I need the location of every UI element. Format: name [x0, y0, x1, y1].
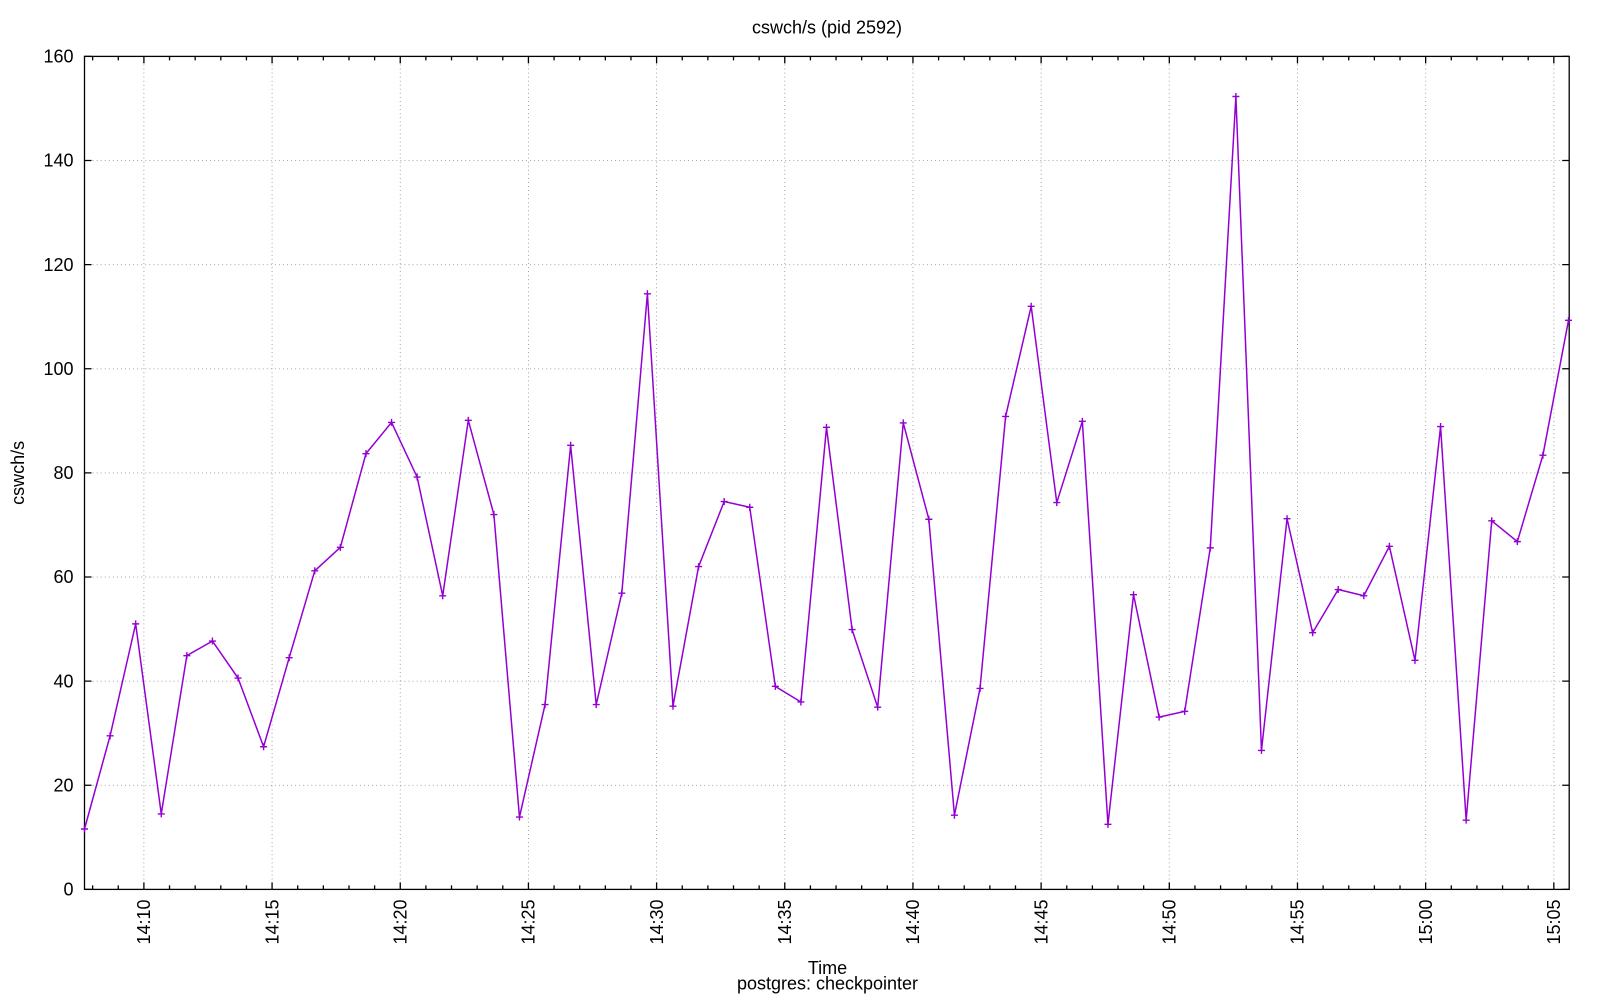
svg-text:160: 160 — [43, 47, 73, 67]
svg-text:Time: Time — [808, 958, 847, 978]
svg-text:14:10: 14:10 — [134, 900, 154, 945]
svg-text:60: 60 — [53, 567, 73, 587]
svg-text:14:20: 14:20 — [390, 900, 410, 945]
svg-text:14:35: 14:35 — [775, 900, 795, 945]
svg-text:14:15: 14:15 — [262, 900, 282, 945]
svg-text:14:40: 14:40 — [903, 900, 923, 945]
svg-text:120: 120 — [43, 255, 73, 275]
svg-text:80: 80 — [53, 463, 73, 483]
svg-text:cswch/s: cswch/s — [8, 441, 28, 505]
svg-text:20: 20 — [53, 775, 73, 795]
svg-text:40: 40 — [53, 671, 73, 691]
svg-text:14:50: 14:50 — [1160, 900, 1180, 945]
svg-text:14:45: 14:45 — [1031, 900, 1051, 945]
svg-text:14:30: 14:30 — [647, 900, 667, 945]
svg-text:100: 100 — [43, 359, 73, 379]
svg-text:14:25: 14:25 — [519, 900, 539, 945]
svg-text:14:55: 14:55 — [1288, 900, 1308, 945]
svg-text:cswch/s (pid 2592): cswch/s (pid 2592) — [752, 18, 902, 38]
svg-text:15:00: 15:00 — [1416, 900, 1436, 945]
svg-text:140: 140 — [43, 151, 73, 171]
svg-text:15:05: 15:05 — [1544, 900, 1564, 945]
svg-text:0: 0 — [63, 880, 73, 900]
svg-text:postgres: checkpointer: postgres: checkpointer — [737, 974, 918, 994]
